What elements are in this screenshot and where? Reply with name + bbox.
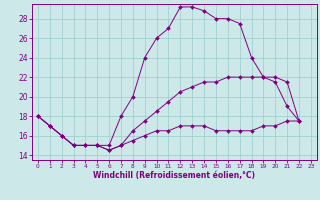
X-axis label: Windchill (Refroidissement éolien,°C): Windchill (Refroidissement éolien,°C) — [93, 171, 255, 180]
